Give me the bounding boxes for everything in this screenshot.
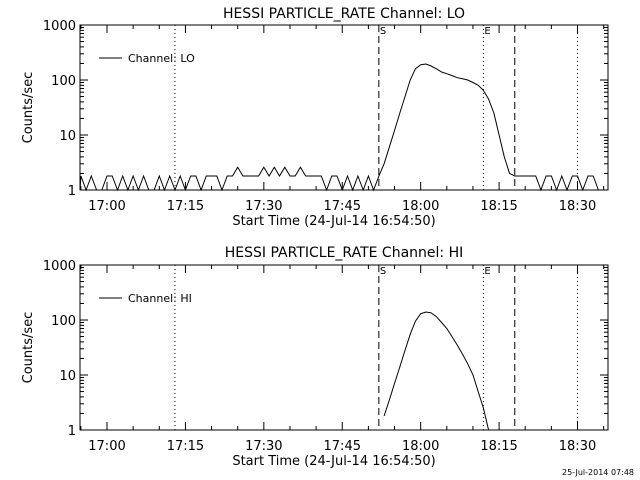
panel-1-y-tick-label: 10 bbox=[59, 129, 76, 144]
panel-1-y-tick-label: 100 bbox=[51, 74, 76, 89]
panel-1-x-tick-label: 17:30 bbox=[245, 199, 282, 214]
panel-1-title: HESSI PARTICLE_RATE Channel: LO bbox=[223, 6, 465, 22]
panel-1-y-axis-label: Counts/sec bbox=[21, 72, 36, 144]
panel-2-marker-label: E bbox=[484, 266, 490, 277]
panel-2-frame bbox=[79, 264, 609, 431]
panel-1-legend-label: Channel: LO bbox=[128, 52, 195, 65]
panel-2-x-tick-label: 17:30 bbox=[245, 439, 282, 454]
panel-2-y-tick-label: 100 bbox=[51, 314, 76, 329]
generated-timestamp: 25-Jul-2014 07:48 bbox=[561, 468, 634, 477]
panel-2: HESSI PARTICLE_RATE Channel: HI 1 10 100 100… bbox=[21, 245, 609, 469]
panel-1-y-tick-label: 1 bbox=[68, 184, 76, 199]
panel-2-x-axis-label: Start Time (24-Jul-14 16:54:50) bbox=[232, 454, 435, 469]
panel-2-x-tick-label: 18:15 bbox=[480, 439, 517, 454]
panel-1-x-axis-label: Start Time (24-Jul-14 16:54:50) bbox=[232, 214, 435, 229]
panel-2-y-axis-label: Counts/sec bbox=[21, 312, 36, 384]
panel-1-x-tick-label: 18:15 bbox=[480, 199, 517, 214]
panel-2-legend-label: Channel: HI bbox=[128, 292, 192, 305]
panel-1-marker-label: E bbox=[484, 26, 490, 37]
panel-1-frame bbox=[79, 24, 609, 191]
panel-1-x-tick-label: 18:30 bbox=[559, 199, 596, 214]
panel-2-y-tick-label: 1000 bbox=[43, 259, 76, 274]
panel-2-title: HESSI PARTICLE_RATE Channel: HI bbox=[225, 245, 463, 261]
panel-2-x-tick-label: 17:45 bbox=[324, 439, 361, 454]
panel-1-y-tick-label: 1000 bbox=[43, 19, 76, 34]
panel-2-x-tick-label: 17:15 bbox=[167, 439, 204, 454]
panel-1-marker-label: S bbox=[380, 26, 386, 37]
panel-1-x-tick-label: 18:00 bbox=[402, 199, 439, 214]
panel-2-y-tick-label: 1 bbox=[68, 424, 76, 439]
panel-2-x-tick-label: 18:00 bbox=[402, 439, 439, 454]
panel-2-x-tick-label: 18:30 bbox=[559, 439, 596, 454]
panel-1-series-line bbox=[79, 63, 608, 192]
panel-2-x-tick-label: 17:00 bbox=[88, 439, 125, 454]
panel-1-x-tick-label: 17:00 bbox=[88, 199, 125, 214]
panel-2-series-line bbox=[383, 311, 490, 431]
panel-1-x-tick-label: 17:15 bbox=[167, 199, 204, 214]
panel-2-marker-label: S bbox=[380, 266, 386, 277]
panel-1: HESSI PARTICLE_RATE Channel: LO 1 10 100 100… bbox=[21, 6, 609, 229]
panel-2-y-tick-label: 10 bbox=[59, 369, 76, 384]
panel-1-x-tick-label: 17:45 bbox=[324, 199, 361, 214]
